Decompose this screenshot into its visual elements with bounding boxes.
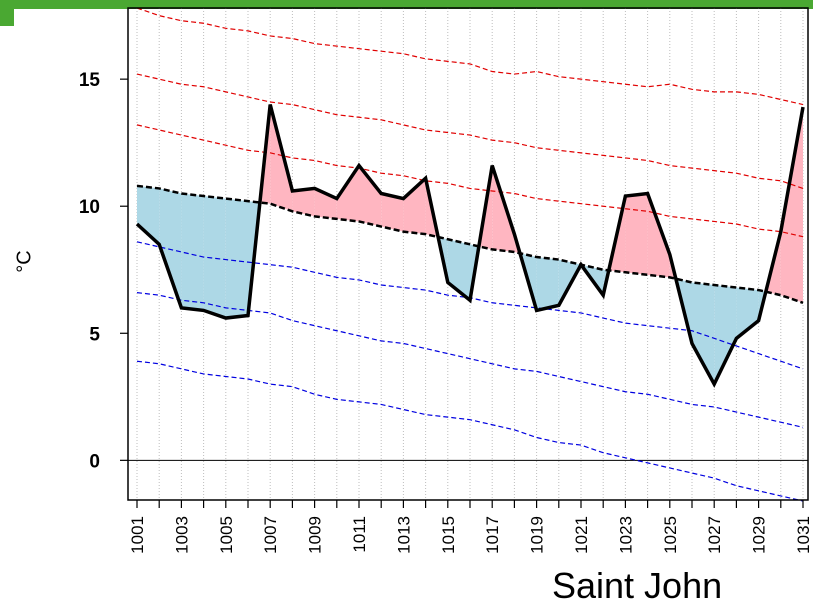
accent-bar-top xyxy=(0,0,813,9)
x-tick-label: 1005 xyxy=(217,516,236,554)
below-normal-fill xyxy=(714,284,737,385)
below-normal-fill xyxy=(203,196,226,319)
y-tick-label: 5 xyxy=(89,324,100,345)
above-normal-fill xyxy=(359,165,382,227)
y-tick-label: 15 xyxy=(79,70,101,91)
x-tick-label: 1021 xyxy=(572,516,591,554)
y-axis-label: °C xyxy=(13,250,36,273)
plot-frame xyxy=(127,7,809,501)
above-normal-fill xyxy=(292,188,315,217)
x-tick-label: 1025 xyxy=(661,516,680,554)
above-normal-fill xyxy=(625,193,648,275)
x-tick-label: 1015 xyxy=(439,516,458,554)
above-normal-fill xyxy=(647,193,670,278)
above-normal-fill xyxy=(314,188,337,219)
above-normal-fill xyxy=(381,193,404,232)
below-normal-fill xyxy=(159,188,182,308)
x-tick-label: 1007 xyxy=(261,516,280,554)
x-tick-label: 1011 xyxy=(350,516,369,553)
x-tick-label: 1031 xyxy=(794,516,813,554)
above-normal-fill xyxy=(780,107,803,303)
y-tick-label: 10 xyxy=(79,197,100,218)
x-tick-label: 1009 xyxy=(306,516,325,554)
station-title: Saint John xyxy=(552,565,723,606)
below-normal-fill xyxy=(225,198,248,319)
x-tick-label: 1013 xyxy=(394,516,413,554)
upper-band-line-1 xyxy=(136,124,804,238)
x-tick-label: 1019 xyxy=(528,516,547,554)
below-normal-fill xyxy=(736,287,759,339)
below-normal-fill xyxy=(181,193,204,311)
below-normal-fill xyxy=(536,257,559,311)
x-tick-label: 1003 xyxy=(172,516,191,554)
accent-tab-left xyxy=(0,0,14,26)
above-normal-fill xyxy=(403,178,426,235)
below-normal-fill xyxy=(137,185,160,245)
upper-band-line-2 xyxy=(136,73,804,189)
x-tick-label: 1017 xyxy=(483,516,502,554)
observed-line xyxy=(135,104,805,388)
lower-band-line-3 xyxy=(136,360,804,502)
y-tick-label: 0 xyxy=(89,451,100,472)
below-normal-fill xyxy=(692,282,715,385)
above-normal-fill xyxy=(336,165,359,222)
x-tick-label: 1001 xyxy=(128,516,147,554)
x-tick-label: 1023 xyxy=(616,516,635,554)
x-tick-label: 1027 xyxy=(705,516,724,554)
normal-line xyxy=(136,184,804,304)
upper-band-line-3 xyxy=(136,7,804,106)
x-tick-label: 1029 xyxy=(750,516,769,554)
